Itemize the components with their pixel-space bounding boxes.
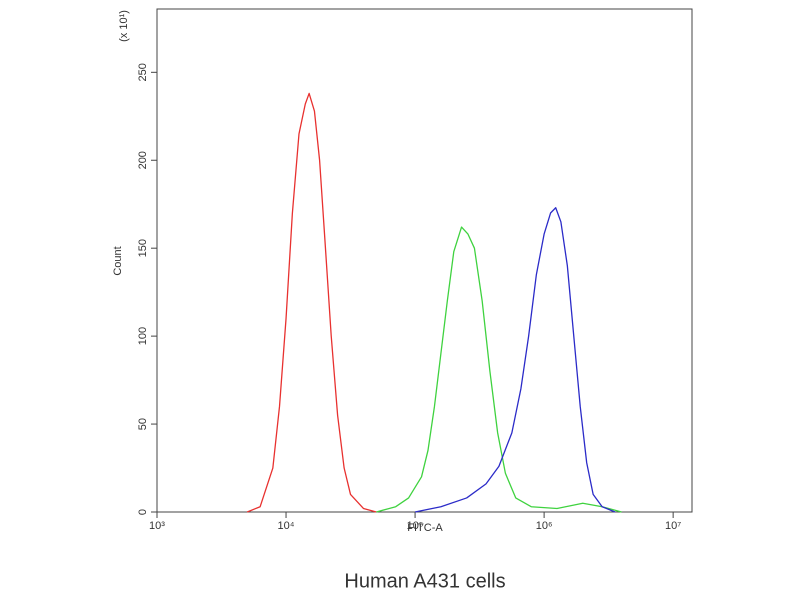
histogram-line — [376, 226, 622, 513]
histogram-line — [414, 207, 616, 513]
x-tick-label: 10⁶ — [536, 520, 553, 532]
y-axis-label: Count — [112, 246, 124, 275]
x-tick-label: 10⁴ — [278, 520, 295, 532]
y-tick-label: 100 — [137, 327, 149, 345]
x-tick-label: 10⁵ — [407, 520, 424, 532]
y-tick-label: 50 — [137, 418, 149, 430]
plot-frame — [156, 8, 693, 513]
x-tick-label: 10³ — [149, 520, 165, 532]
x-tick-label: 10⁷ — [665, 520, 681, 532]
y-tick-label: 250 — [137, 63, 149, 81]
y-tick-label: 200 — [137, 151, 149, 169]
y-tick-label: 0 — [137, 509, 149, 515]
histogram-line — [246, 92, 377, 513]
x-axis-label: FITC-A — [407, 522, 443, 534]
y-scale-label: (x 10¹) — [118, 10, 130, 42]
chart-title: Human A431 cells — [344, 570, 505, 592]
y-tick-label: 150 — [137, 239, 149, 257]
